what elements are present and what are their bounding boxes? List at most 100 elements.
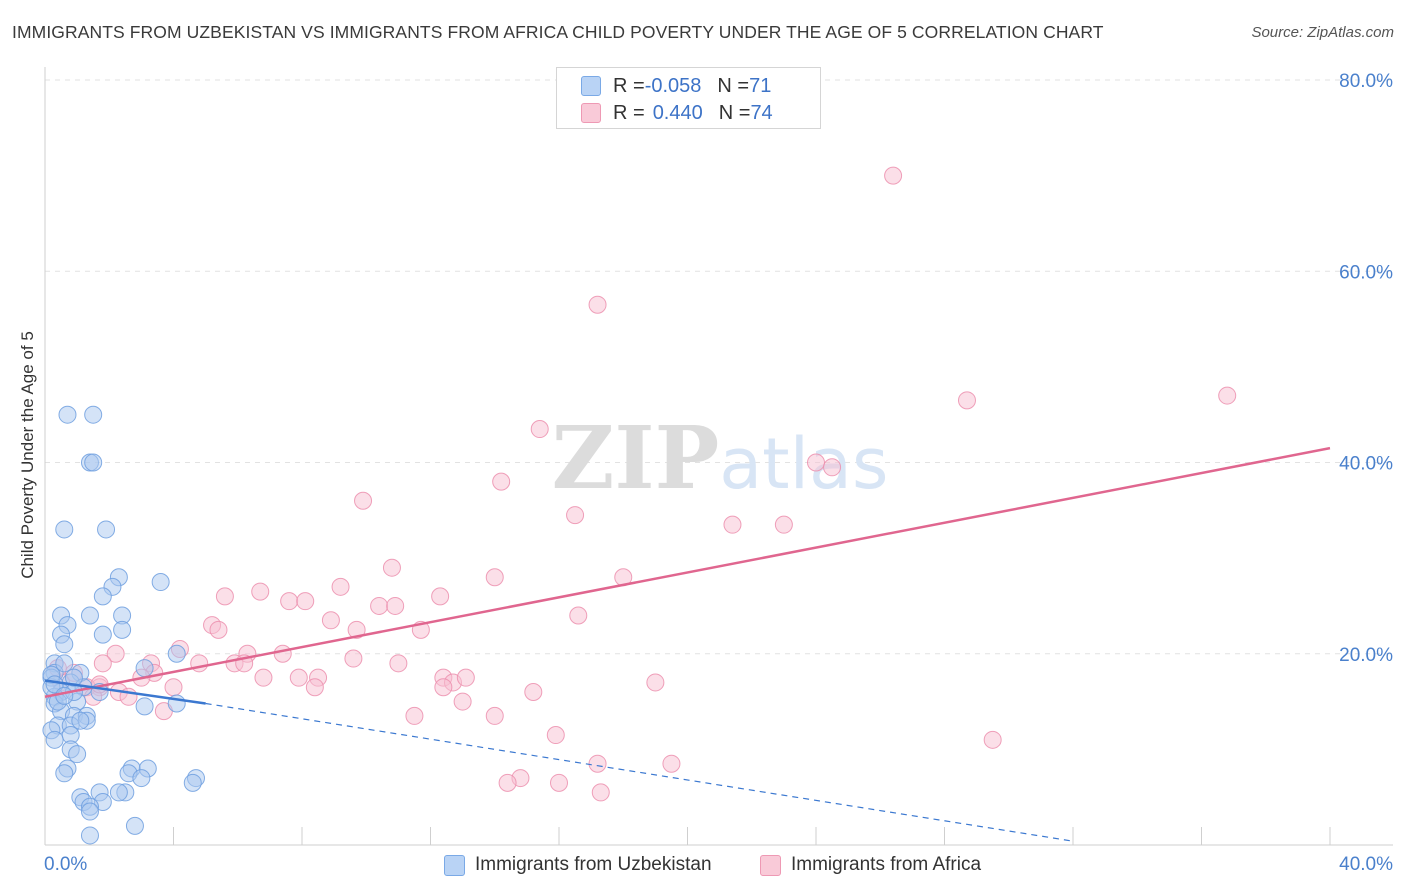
legend-r-value: -0.058 [644, 74, 702, 97]
y-tick-label: 60.0% [1339, 262, 1393, 283]
africa-point [646, 673, 665, 692]
africa-point [723, 515, 742, 534]
africa-point [209, 620, 228, 639]
uzbekistan-point [93, 625, 112, 644]
africa-point [93, 654, 112, 673]
africa-point [215, 587, 234, 606]
africa-point [485, 568, 504, 587]
africa-point [347, 620, 366, 639]
africa-point [389, 654, 408, 673]
uzbekistan-points [42, 405, 205, 845]
correlation-legend: R = -0.058 N = 71 R = 0.440 N = 74 [556, 67, 821, 129]
africa-point [280, 592, 299, 611]
africa-point [550, 773, 568, 792]
x-tick-label: 40.0% [1339, 854, 1393, 875]
uzbekistan-point [68, 745, 87, 764]
series-label-uzbekistan: Immigrants from Uzbekistan [475, 854, 712, 875]
legend-n-value: 71 [749, 74, 772, 97]
africa-point [405, 706, 424, 725]
africa-point [331, 577, 350, 596]
series-legend-africa: Immigrants from Africa [760, 852, 981, 878]
y-tick-label: 40.0% [1339, 454, 1393, 475]
x-tick-labels: 0.0% 40.0% [44, 854, 1393, 875]
africa-point [498, 773, 517, 792]
africa-point [566, 506, 585, 525]
uzbekistan-point [113, 620, 132, 639]
africa-point [273, 644, 292, 663]
series-legend-uzbekistan: Immigrants from Uzbekistan [444, 852, 712, 878]
uzbekistan-point [55, 764, 74, 783]
series-swatch-blue [444, 854, 465, 876]
legend-r-label: R = [613, 101, 645, 124]
africa-point [823, 458, 842, 477]
source-label: Source: ZipAtlas.com [1251, 24, 1394, 41]
uzbekistan-point [167, 644, 186, 663]
uzbekistan-point [55, 520, 74, 539]
africa-point [591, 783, 610, 802]
africa-point [546, 726, 565, 745]
legend-swatch-blue [581, 76, 601, 96]
africa-point [456, 668, 475, 687]
axes [44, 67, 1393, 846]
y-axis-label: Child Poverty Under the Age of 5 [18, 331, 37, 579]
africa-point [1218, 386, 1237, 405]
africa-point [983, 730, 1002, 749]
uzbekistan-point [55, 686, 74, 705]
africa-point [588, 295, 607, 314]
uzbekistan-point [58, 405, 77, 424]
africa-point [296, 592, 315, 611]
uzbekistan-point [55, 654, 74, 673]
africa-point [254, 668, 273, 687]
africa-point [492, 472, 511, 491]
africa-point [434, 678, 453, 697]
africa-point [382, 558, 401, 577]
africa-point [588, 754, 607, 773]
africa-point [530, 420, 549, 439]
legend-row-uzbekistan: R = -0.058 N = 71 [581, 73, 771, 99]
africa-point [386, 596, 405, 615]
uzbekistan-point [84, 405, 103, 424]
uzbekistan-point [80, 606, 99, 625]
africa-point [354, 491, 373, 510]
africa-point [453, 692, 472, 711]
uzbekistan-point [93, 587, 112, 606]
watermark-atlas: atlas [719, 423, 888, 505]
uzbekistan-trend-line [44, 679, 206, 705]
uzbekistan-point [135, 697, 154, 716]
watermark-zip: ZIP [552, 408, 720, 509]
africa-point [662, 754, 681, 773]
legend-n-label: N = [717, 74, 750, 97]
uzbekistan-point [135, 659, 154, 678]
watermark: ZIPatlas [552, 408, 889, 509]
africa-point [524, 683, 543, 701]
uzbekistan-point [151, 573, 170, 592]
y-tick-label: 80.0% [1339, 71, 1393, 92]
africa-point [106, 644, 125, 663]
uzbekistan-point [80, 802, 99, 821]
uzbekistan-point [183, 773, 202, 792]
africa-point [431, 587, 450, 606]
uzbekistan-point [109, 783, 128, 802]
africa-trend-line [44, 446, 1331, 699]
uzbekistan-point [125, 816, 144, 835]
legend-r-value: 0.440 [652, 101, 703, 124]
africa-point [569, 606, 588, 625]
africa-point [305, 678, 324, 697]
x-tick-label: 0.0% [44, 854, 87, 875]
africa-point [321, 611, 340, 630]
x-ticks [173, 827, 1331, 845]
legend-swatch-pink [581, 103, 601, 123]
africa-point [370, 596, 389, 615]
africa-point [774, 515, 793, 534]
uzbekistan-point [132, 769, 151, 788]
legend-n-label: N = [718, 101, 751, 124]
uzbekistan-point [55, 635, 74, 654]
africa-point [807, 453, 825, 472]
uzbekistan-point [97, 520, 116, 539]
uzbekistan-point [84, 453, 103, 472]
africa-point [485, 706, 504, 725]
africa-point [289, 668, 308, 687]
uzbekistan-point [64, 668, 83, 687]
legend-r-label: R = [613, 74, 645, 97]
